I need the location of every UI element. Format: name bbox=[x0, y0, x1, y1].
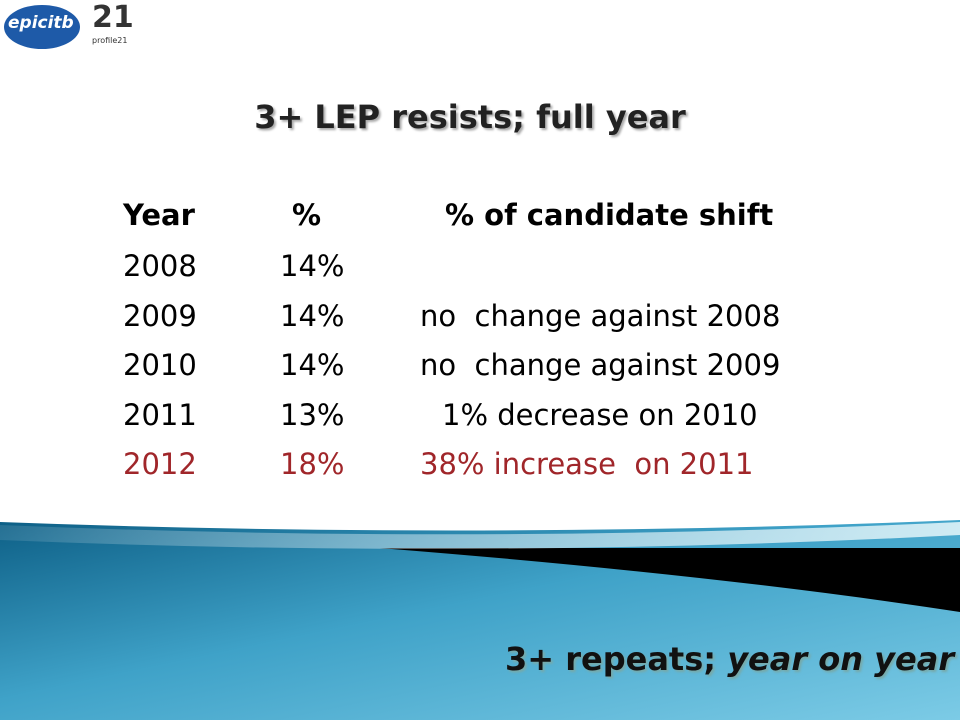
title: 3+ LEP resists; full year bbox=[254, 98, 686, 136]
table-cell: 38% increase on 2011 bbox=[420, 447, 754, 481]
logo-left: epicitb bbox=[8, 13, 74, 33]
light-streak bbox=[0, 522, 960, 549]
table-cell: 2008 bbox=[123, 249, 197, 283]
table-cell: no change against 2009 bbox=[420, 348, 781, 382]
table-cell: 1% decrease on 2010 bbox=[442, 397, 758, 432]
logo-right-caption: profile21 bbox=[92, 36, 128, 45]
header-cell: % bbox=[292, 198, 322, 232]
table-cell: 2012 bbox=[123, 447, 197, 481]
table-cell: 2010 bbox=[123, 348, 197, 382]
table-cell: 18% bbox=[280, 447, 345, 481]
table-cell: 14% bbox=[280, 348, 345, 382]
table-cell: 14% bbox=[280, 249, 345, 283]
table-cell: 14% bbox=[280, 298, 345, 333]
table-cell: 2011 bbox=[123, 397, 197, 432]
footer: 3+ repeats; year on year bbox=[505, 640, 954, 678]
header-cell: % of candidate shift bbox=[445, 198, 774, 232]
footer-italic: year on year bbox=[727, 640, 955, 678]
logo-right-mark: 21 bbox=[92, 0, 134, 35]
table-cell: 2009 bbox=[123, 298, 197, 333]
footer-normal: 3+ repeats; bbox=[505, 640, 728, 678]
dark-wedge bbox=[380, 548, 960, 612]
header-cell: Year bbox=[123, 198, 195, 232]
logo-badge bbox=[4, 5, 80, 49]
table-cell: 13% bbox=[280, 397, 345, 432]
table-cell: no change against 2008 bbox=[420, 298, 781, 333]
